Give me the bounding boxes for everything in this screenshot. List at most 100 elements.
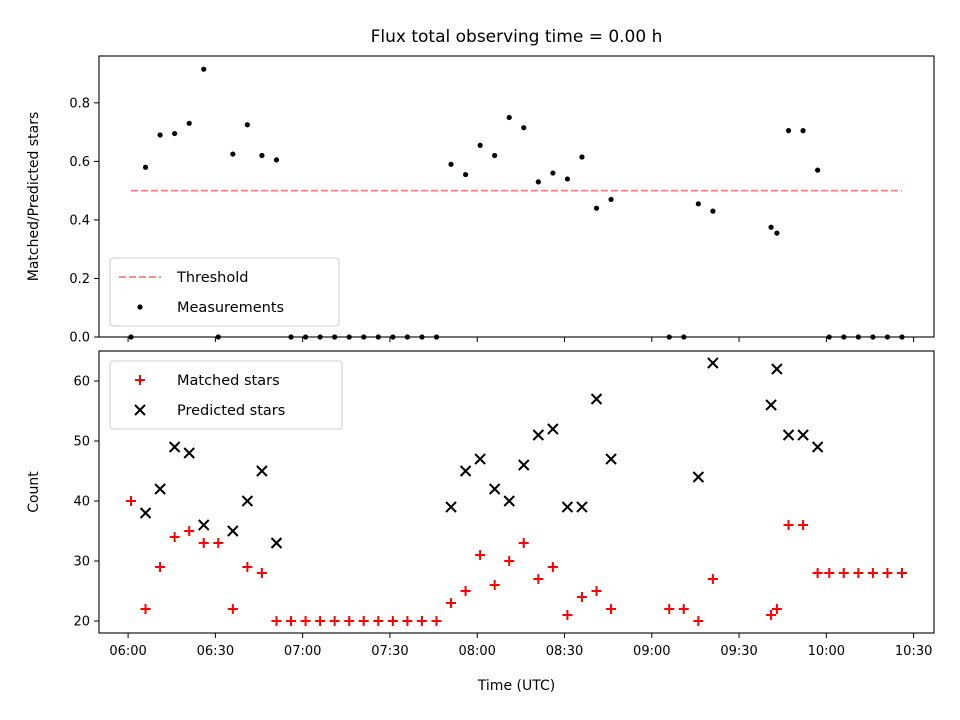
data-point	[373, 616, 384, 626]
data-point	[489, 580, 500, 590]
data-point	[459, 465, 472, 477]
data-point	[576, 592, 587, 602]
data-point	[550, 170, 556, 176]
y-tick-label: 0.6	[69, 155, 90, 170]
y-tick-label: 0.0	[69, 331, 90, 346]
data-point	[475, 550, 486, 560]
x-tick-label: 06:30	[197, 644, 234, 659]
data-point	[183, 447, 195, 459]
data-point	[576, 501, 588, 513]
data-point	[605, 453, 617, 465]
data-point	[139, 507, 152, 519]
data-point	[172, 130, 178, 137]
data-point	[213, 538, 224, 548]
data-point	[518, 538, 529, 548]
y-tick-label: 60	[73, 375, 90, 390]
x-tick-label: 08:30	[546, 644, 583, 659]
x-tick-label: 07:00	[284, 644, 321, 659]
data-point	[198, 519, 210, 531]
data-point	[562, 610, 573, 620]
data-point	[315, 616, 326, 626]
x-axis-label: Time (UTC)	[477, 678, 555, 694]
data-point	[579, 154, 585, 160]
data-point	[695, 201, 701, 207]
data-point	[532, 429, 545, 441]
data-point	[561, 501, 574, 513]
data-point	[286, 616, 297, 626]
data-point	[256, 568, 267, 578]
chart-title: Flux total observing time = 0.00 h	[371, 27, 663, 47]
data-point	[800, 128, 806, 134]
y-tick-label: 0.4	[69, 213, 90, 228]
data-point	[300, 616, 311, 626]
data-point	[135, 375, 145, 385]
data-point	[126, 496, 137, 506]
x-tick-label: 06:00	[109, 644, 146, 659]
data-point	[547, 562, 558, 572]
data-point	[157, 132, 163, 138]
y-axis-label: Matched/Predicted stars	[26, 112, 42, 282]
data-point	[824, 568, 835, 578]
data-point	[535, 179, 541, 185]
data-point	[785, 128, 792, 134]
data-point	[448, 161, 454, 167]
data-point	[771, 604, 782, 614]
data-point	[477, 142, 483, 148]
data-point	[488, 483, 501, 495]
data-point	[259, 152, 265, 159]
data-point	[201, 66, 207, 72]
series-matched-stars	[126, 496, 907, 626]
data-point	[358, 616, 369, 626]
data-point	[811, 441, 824, 453]
data-point	[692, 471, 705, 483]
data-point	[271, 616, 282, 626]
data-point	[244, 122, 250, 128]
data-point	[797, 429, 809, 441]
data-point	[591, 586, 602, 596]
data-point	[242, 562, 253, 572]
legend: Matched stars Predicted stars	[109, 360, 343, 430]
data-point	[678, 604, 689, 614]
axes-frame	[98, 350, 935, 634]
panel-2: 20 30 40 50 60 06:00 06:30 07:00 07:30 08:00 08:30…	[26, 350, 935, 694]
data-point	[771, 363, 783, 375]
series-predicted-stars	[139, 357, 824, 549]
y-axis-label: Count	[26, 471, 42, 513]
x-tick-label: 09:00	[633, 644, 670, 659]
data-point	[137, 304, 143, 310]
data-point	[812, 568, 823, 578]
data-point	[402, 616, 413, 626]
data-point	[445, 501, 457, 513]
data-point	[564, 176, 571, 182]
y-tick-label: 30	[73, 555, 90, 570]
data-point	[329, 616, 340, 626]
x-tick-label: 07:30	[371, 644, 408, 659]
data-point	[184, 526, 195, 536]
data-point	[492, 152, 498, 159]
y-tick-label: 0.8	[69, 96, 90, 111]
data-point	[503, 495, 515, 507]
data-point	[590, 393, 603, 405]
data-point	[198, 538, 209, 548]
data-point	[168, 441, 181, 453]
data-point	[521, 125, 527, 131]
data-point	[533, 574, 544, 584]
panel-1: Flux total observing time = 0.00 h 0.0 0.2…	[26, 27, 935, 346]
y-tick-label: 40	[73, 495, 90, 510]
y-tick-label: 50	[73, 435, 90, 450]
legend-label: Matched stars	[177, 373, 280, 389]
data-point	[774, 230, 780, 236]
data-point	[273, 157, 280, 163]
data-point	[896, 568, 907, 578]
data-point	[431, 616, 442, 626]
data-point	[186, 120, 192, 126]
data-point	[867, 568, 878, 578]
data-point	[608, 196, 614, 203]
data-point	[270, 537, 283, 549]
data-point	[518, 459, 530, 471]
data-point	[547, 423, 559, 435]
data-point	[462, 171, 469, 178]
legend-label: Predicted stars	[177, 403, 285, 419]
